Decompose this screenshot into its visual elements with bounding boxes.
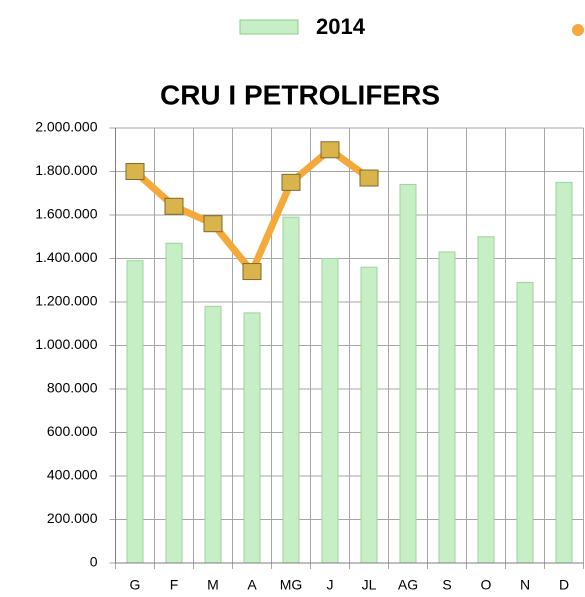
x-tick-label: JL <box>362 577 377 593</box>
line-marker <box>242 263 262 281</box>
legend-marker <box>572 24 584 36</box>
x-tick-label: J <box>327 577 334 593</box>
x-tick-label: D <box>559 577 569 593</box>
bar <box>477 236 495 564</box>
y-tick-label: 600.000 <box>47 423 98 439</box>
line-marker <box>203 215 223 233</box>
y-tick-label: 1.800.000 <box>35 162 97 178</box>
x-tick-label: F <box>170 577 179 593</box>
x-tick-label: N <box>520 577 530 593</box>
y-tick-label: 1.000.000 <box>35 336 97 352</box>
y-tick-label: 0 <box>90 554 98 570</box>
x-tick-label: S <box>442 577 451 593</box>
bar <box>438 251 456 564</box>
y-tick-label: 200.000 <box>47 510 98 526</box>
y-tick-label: 800.000 <box>47 380 98 396</box>
x-tick-label: O <box>481 577 492 593</box>
x-tick-label: M <box>207 577 219 593</box>
line-marker <box>359 169 379 187</box>
bar <box>321 258 339 564</box>
bar <box>399 184 417 564</box>
y-tick-label: 1.200.000 <box>35 293 97 309</box>
y-tick-label: 2.000.000 <box>35 119 97 135</box>
y-tick-label: 1.400.000 <box>35 249 97 265</box>
line-marker <box>320 141 340 159</box>
x-tick-label: AG <box>398 577 418 593</box>
line-marker <box>164 197 184 215</box>
bar <box>360 266 378 564</box>
x-tick-label: A <box>247 577 257 593</box>
line-marker <box>125 163 145 180</box>
x-tick-label: MG <box>280 577 303 593</box>
legend-swatch <box>239 19 299 35</box>
bar <box>555 181 573 564</box>
y-tick-label: 400.000 <box>47 467 98 483</box>
line-marker <box>281 173 301 191</box>
legend-label: 2014 <box>316 14 366 39</box>
bar <box>282 216 300 564</box>
bar <box>243 312 261 564</box>
chart-title: CRU I PETROLIFERS <box>160 79 440 110</box>
x-tick-label: G <box>130 577 141 593</box>
bar <box>165 242 183 564</box>
bar <box>126 260 144 564</box>
y-tick-label: 1.600.000 <box>35 206 97 222</box>
bar <box>516 281 534 564</box>
bar <box>204 305 222 564</box>
